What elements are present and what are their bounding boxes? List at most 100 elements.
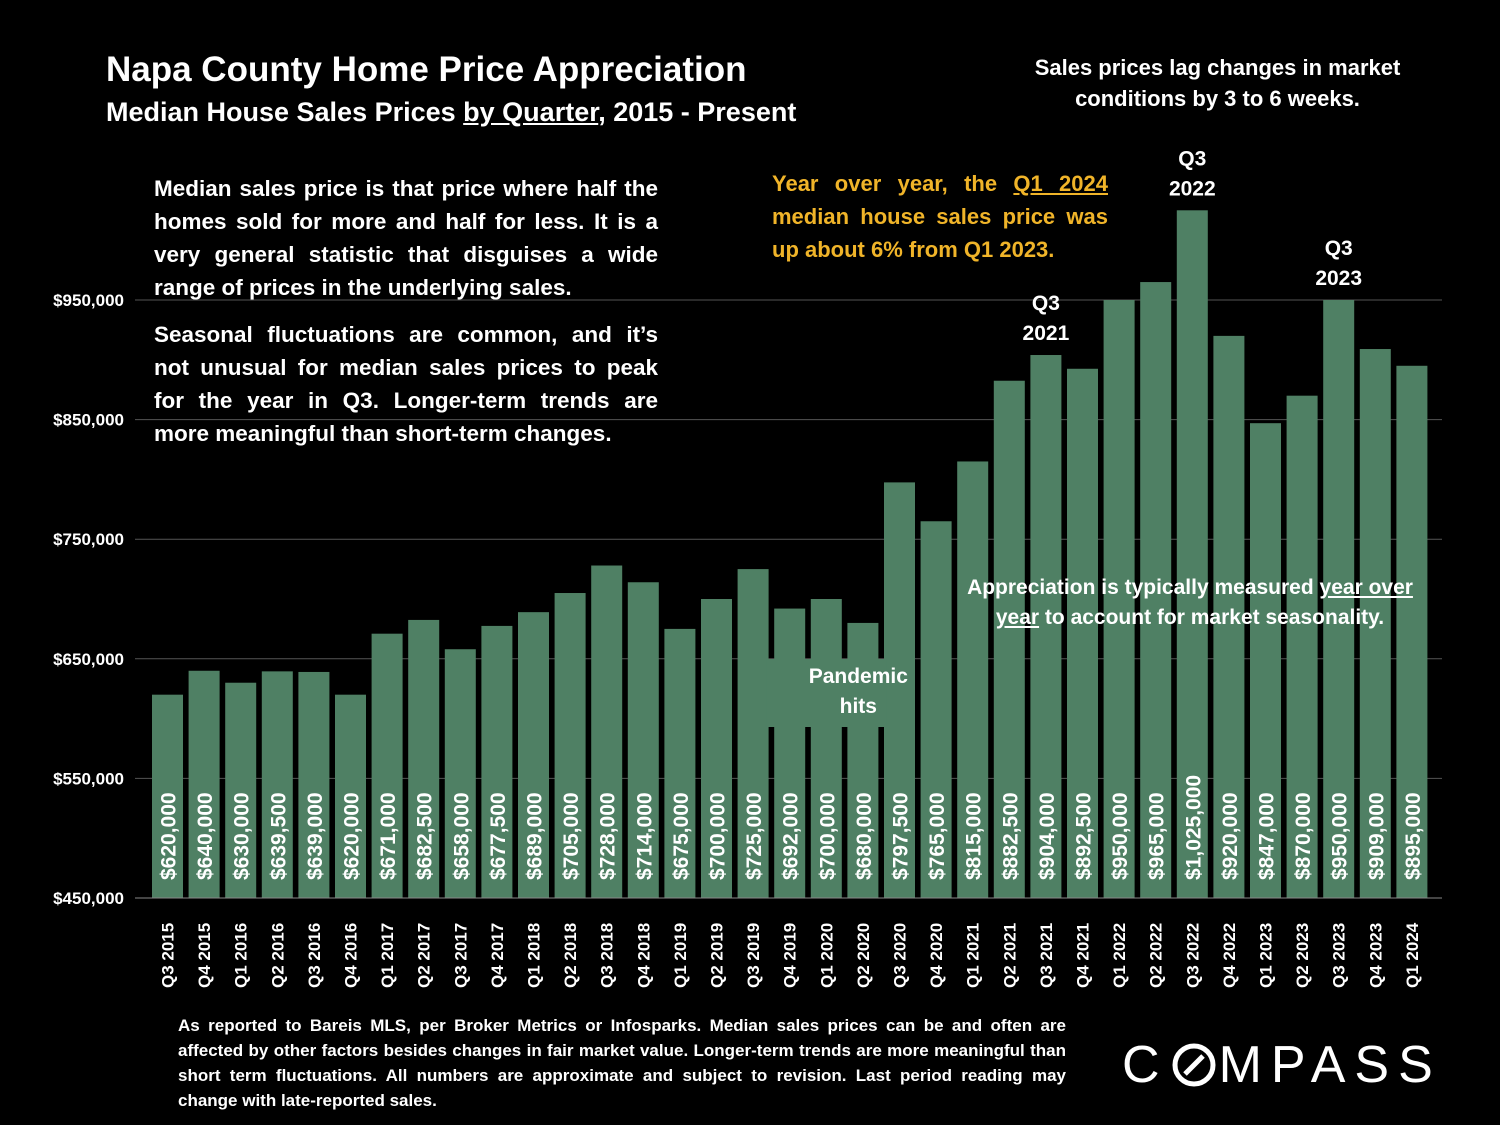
bar: [957, 461, 989, 898]
x-tick-label: Q3 2020: [891, 923, 910, 988]
bar-value-label: $677,500: [487, 792, 510, 880]
peak-annotation: 2022: [1169, 177, 1216, 200]
bar-value-label: $639,000: [304, 792, 327, 880]
appreciation-underlined: year over year: [995, 576, 1413, 629]
subtitle-suffix: , 2015 - Present: [598, 97, 797, 127]
bar-value-label: $630,000: [231, 792, 254, 880]
bar-value-label: $640,000: [194, 792, 217, 880]
bar: [188, 670, 220, 898]
bar-value-label: $689,000: [524, 792, 547, 880]
peak-annotation: Q3: [1178, 147, 1206, 170]
x-tick-label: Q2 2022: [1147, 923, 1166, 988]
bar-value-label: $728,000: [597, 792, 620, 880]
x-tick-label: Q3 2016: [305, 923, 324, 988]
x-tick-label: Q2 2019: [708, 923, 727, 988]
bar: [591, 565, 623, 898]
bar: [481, 625, 513, 898]
bar: [884, 482, 915, 898]
bar: [920, 521, 952, 898]
x-tick-label: Q3 2022: [1183, 923, 1202, 988]
x-tick-label: Q4 2016: [342, 923, 361, 988]
pandemic-box: [766, 659, 887, 727]
bar-value-label: $700,000: [707, 792, 730, 880]
x-tick-label: Q4 2021: [1074, 923, 1093, 988]
bar-value-label: $870,000: [1292, 792, 1315, 880]
x-tick-label: Q1 2021: [964, 923, 983, 988]
bar: [1140, 282, 1172, 898]
bar: [152, 694, 183, 898]
bar: [1359, 349, 1391, 898]
bar: [371, 633, 403, 898]
bar-value-label: $895,000: [1402, 792, 1425, 880]
bar: [774, 608, 806, 898]
bar-value-label: $950,000: [1329, 792, 1352, 880]
y-tick-label: $950,000: [53, 291, 124, 310]
x-tick-label: Q3 2018: [598, 923, 617, 988]
bar: [1250, 423, 1281, 898]
x-tick-label: Q1 2023: [1257, 923, 1276, 988]
peak-annotation: Q3: [1325, 237, 1353, 260]
bar-value-label: $639,500: [267, 792, 290, 880]
x-tick-label: Q1 2019: [671, 923, 690, 988]
bar: [518, 612, 549, 898]
y-tick-label: $450,000: [53, 889, 124, 908]
bar-value-label: $920,000: [1219, 792, 1242, 880]
bar: [1396, 365, 1428, 898]
bar-value-label: $680,000: [853, 792, 876, 880]
x-tick-label: Q4 2019: [781, 923, 800, 988]
bar-value-label: $714,000: [633, 792, 656, 880]
compass-o-icon: [1172, 1043, 1216, 1087]
bar-value-label: $692,000: [780, 792, 803, 880]
y-tick-label: $750,000: [53, 530, 124, 549]
bar: [1286, 395, 1318, 898]
x-tick-label: Q4 2018: [634, 923, 653, 988]
bar: [444, 649, 476, 898]
bar: [1213, 335, 1245, 898]
bar-value-label: $700,000: [816, 792, 839, 880]
bar: [993, 380, 1025, 899]
y-tick-label: $850,000: [53, 411, 124, 430]
bar-value-label: $909,000: [1365, 792, 1388, 880]
y-tick-label: $550,000: [53, 769, 124, 788]
bar: [261, 671, 293, 898]
pandemic-annotation: hits: [840, 695, 877, 718]
yoy-prefix: Year over year, the: [772, 171, 1014, 196]
bar: [810, 599, 842, 898]
bar-value-label: $1,025,000: [1182, 775, 1205, 880]
x-tick-label: Q3 2021: [1037, 923, 1056, 988]
bar: [1176, 210, 1208, 899]
x-tick-label: Q4 2020: [927, 923, 946, 988]
x-tick-label: Q1 2017: [378, 923, 397, 988]
bar-value-label: $620,000: [158, 792, 181, 880]
bar-value-label: $671,000: [377, 792, 400, 880]
yoy-note: Year over year, the Q1 2024 median house…: [772, 167, 1108, 266]
x-tick-label: Q2 2021: [1000, 923, 1019, 988]
bar-value-label: $658,000: [450, 792, 473, 880]
compass-logo: C MPASS: [1122, 1035, 1442, 1095]
peak-annotation: 2023: [1315, 267, 1362, 290]
bar-value-label: $765,000: [926, 792, 949, 880]
bar: [701, 599, 732, 898]
lag-note: Sales prices lag changes in market condi…: [1034, 55, 1401, 111]
bar: [408, 619, 440, 898]
bar-value-label: $675,000: [670, 792, 693, 880]
peak-annotation: Q3: [1032, 292, 1060, 315]
bar: [664, 628, 696, 898]
x-tick-label: Q1 2018: [525, 923, 544, 988]
x-tick-label: Q2 2017: [415, 923, 434, 988]
bar-value-label: $965,000: [1146, 792, 1169, 880]
chart-subtitle: Median House Sales Prices by Quarter, 20…: [106, 97, 796, 128]
x-tick-label: Q3 2023: [1330, 923, 1349, 988]
x-tick-label: Q1 2020: [817, 923, 836, 988]
pandemic-annotation: Pandemic: [809, 665, 909, 688]
bar-value-label: $815,000: [963, 792, 986, 880]
bar: [1323, 300, 1355, 898]
yoy-suffix: median house sales price was up about 6%…: [772, 204, 1108, 262]
seasonal-explanation: Seasonal fluctuations are common, and it…: [154, 322, 658, 446]
bar-value-label: $620,000: [341, 792, 364, 880]
subtitle-prefix: Median House Sales Prices: [106, 97, 464, 127]
yoy-underlined: Q1 2024: [1013, 171, 1108, 196]
logo-letters-after: MPASS: [1218, 1036, 1442, 1094]
x-tick-label: Q3 2019: [744, 923, 763, 988]
x-tick-label: Q3 2015: [159, 923, 178, 988]
